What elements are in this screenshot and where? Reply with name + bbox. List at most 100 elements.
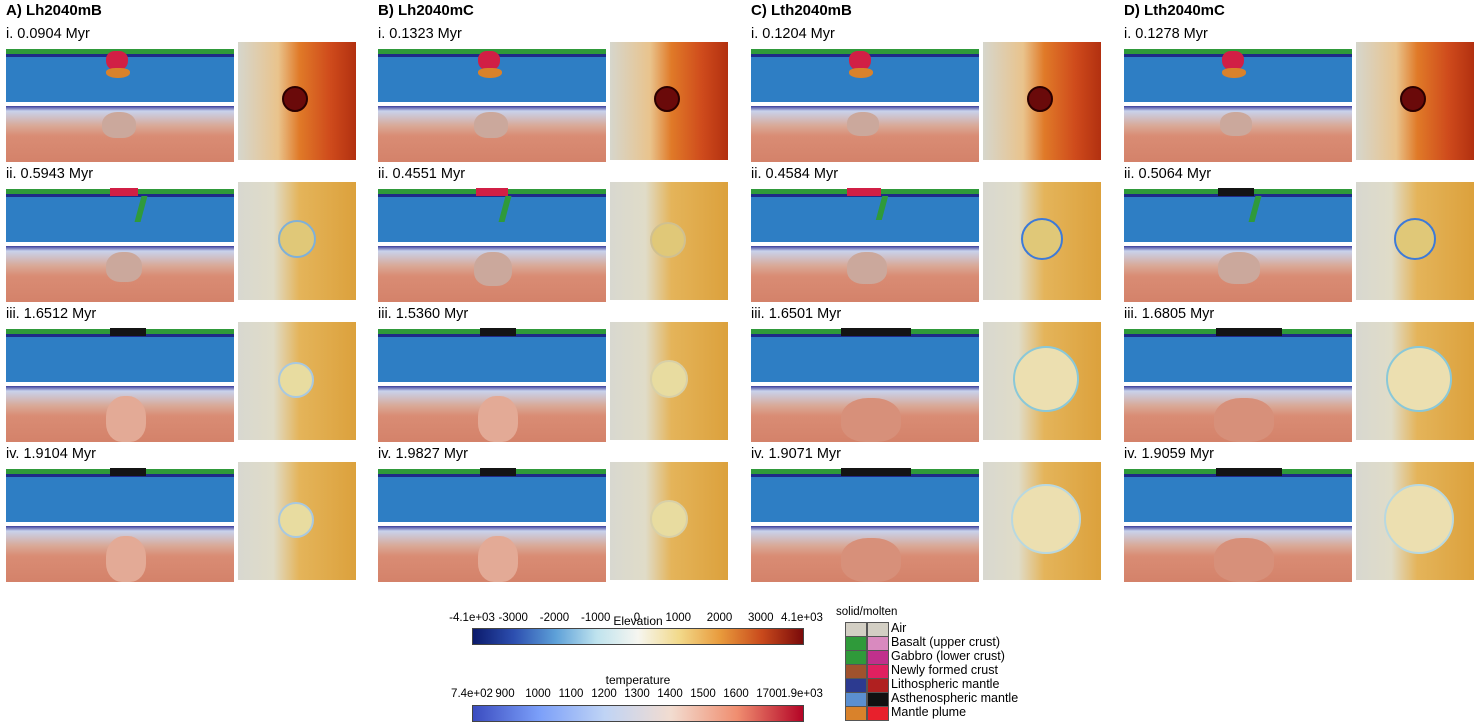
elevation-panel (1356, 322, 1474, 440)
temperature-tick-label: 1000 (525, 688, 551, 700)
elevation-colorbar (472, 628, 804, 645)
elevation-panel (610, 182, 728, 300)
time-label: iii. 1.6805 Myr (1124, 306, 1215, 322)
legend-title: solid/molten (836, 606, 898, 618)
temperature-tick-label: 1600 (723, 688, 749, 700)
row-i: i. 0.0904 Myr (6, 26, 376, 166)
temperature-tick-label: 1200 (591, 688, 617, 700)
temperature-panel (1124, 246, 1352, 302)
molten-swatch (867, 622, 889, 637)
temperature-panel (6, 386, 234, 442)
composition-panel (1124, 46, 1352, 102)
time-label: iv. 1.9059 Myr (1124, 446, 1214, 462)
legend-label: Mantle plume (891, 705, 967, 719)
elevation-tick-label: 1000 (665, 612, 692, 624)
legend-label: Air (891, 621, 907, 635)
temperature-panel (6, 526, 234, 582)
time-label: iii. 1.6512 Myr (6, 306, 97, 322)
molten-swatch (867, 636, 889, 651)
time-label: ii. 0.5064 Myr (1124, 166, 1212, 182)
composition-panel (6, 186, 234, 242)
solid-swatch (845, 706, 867, 721)
elevation-tick-label: -4.1e+03 (449, 612, 495, 624)
elevation-tick-label: -3000 (498, 612, 528, 624)
elevation-panel (983, 462, 1101, 580)
molten-swatch (867, 664, 889, 679)
elevation-tick-label: 0 (633, 612, 641, 624)
temperature-panel (751, 526, 979, 582)
temperature-colorbar-title: temperature (605, 673, 671, 687)
elevation-panel (1356, 42, 1474, 160)
solid-swatch (845, 664, 867, 679)
temperature-panel (751, 386, 979, 442)
row-i: i. 0.1204 Myr (751, 26, 1121, 166)
temperature-tick-label: 7.4e+02 (451, 688, 493, 700)
time-label: iii. 1.6501 Myr (751, 306, 842, 322)
solid-swatch (845, 636, 867, 651)
row-i: i. 0.1278 Myr (1124, 26, 1482, 166)
temperature-tick-label: 1.9e+03 (781, 688, 823, 700)
temperature-tick-label: 1100 (558, 688, 584, 700)
legend-item: Newly formed crust (845, 663, 1045, 679)
temperature-panel (378, 106, 606, 162)
temperature-tick-label: 900 (495, 688, 515, 700)
elevation-panel (238, 182, 356, 300)
composition-panel (6, 326, 234, 382)
row-ii: ii. 0.5943 Myr (6, 166, 376, 306)
legend-item: Gabbro (lower crust) (845, 649, 1045, 665)
temperature-panel (751, 106, 979, 162)
elevation-tick-label: 3000 (747, 612, 774, 624)
time-label: ii. 0.4584 Myr (751, 166, 839, 182)
time-label: iii. 1.5360 Myr (378, 306, 469, 322)
column-c: C) Lth2040mB i. 0.1204 Myr ii. 0.4584 My… (751, 0, 1121, 600)
composition-panel (751, 466, 979, 522)
temperature-panel (1124, 526, 1352, 582)
time-label: i. 0.1204 Myr (751, 26, 835, 42)
temperature-panel (378, 386, 606, 442)
composition-panel (378, 46, 606, 102)
elevation-tick-label: -2000 (539, 612, 570, 624)
molten-swatch (867, 678, 889, 693)
temperature-panel (378, 246, 606, 302)
elevation-tick-label: 4.1e+03 (781, 612, 823, 624)
temperature-tick-label: 1700 (756, 688, 782, 700)
column-title: B) Lh2040mC (378, 2, 474, 19)
solid-swatch (845, 678, 867, 693)
temperature-panel (1124, 106, 1352, 162)
molten-swatch (867, 692, 889, 707)
row-i: i. 0.1323 Myr (378, 26, 748, 166)
elevation-panel (238, 322, 356, 440)
composition-panel (378, 326, 606, 382)
row-iii: iii. 1.6512 Myr (6, 306, 376, 446)
temperature-panel (378, 526, 606, 582)
elevation-panel (1356, 182, 1474, 300)
legend-item: Air (845, 621, 1045, 637)
time-label: ii. 0.4551 Myr (378, 166, 466, 182)
column-b: B) Lh2040mC i. 0.1323 Myr ii. 0.4551 Myr… (378, 0, 748, 600)
column-title: C) Lth2040mB (751, 2, 852, 19)
temperature-panel (6, 246, 234, 302)
elevation-panel (983, 322, 1101, 440)
legend-item: Lithospheric mantle (845, 677, 1045, 693)
composition-panel (1124, 326, 1352, 382)
molten-swatch (867, 650, 889, 665)
composition-panel (378, 466, 606, 522)
time-label: i. 0.1323 Myr (378, 26, 462, 42)
elevation-tick-label: 2000 (706, 612, 733, 624)
elevation-panel (1356, 462, 1474, 580)
column-title: A) Lh2040mB (6, 2, 102, 19)
row-iv: iv. 1.9104 Myr (6, 446, 376, 586)
time-label: ii. 0.5943 Myr (6, 166, 94, 182)
temperature-tick-label: 1400 (657, 688, 683, 700)
time-label: iv. 1.9827 Myr (378, 446, 468, 462)
composition-panel (751, 326, 979, 382)
composition-panel (6, 466, 234, 522)
legend-label: Lithospheric mantle (891, 677, 1000, 691)
temperature-colorbar (472, 705, 804, 722)
legend-item: Basalt (upper crust) (845, 635, 1045, 651)
legend-item: Asthenospheric mantle (845, 691, 1045, 707)
elevation-panel (610, 322, 728, 440)
time-label: i. 0.0904 Myr (6, 26, 90, 42)
molten-swatch (867, 706, 889, 721)
row-iv: iv. 1.9071 Myr (751, 446, 1121, 586)
